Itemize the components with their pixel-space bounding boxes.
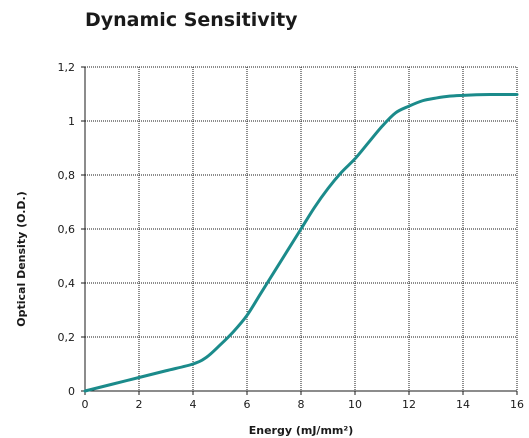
y-tick-label-5: 1	[68, 115, 75, 128]
x-tick-label-3: 6	[244, 398, 251, 411]
y-tick-label-4: 0,8	[58, 169, 76, 182]
x-tick-label-7: 14	[456, 398, 470, 411]
x-tick-label-4: 8	[298, 398, 305, 411]
y-tick-label-6: 1,2	[58, 61, 76, 74]
x-tick-label-0: 0	[82, 398, 89, 411]
y-tick-label-1: 0,2	[58, 331, 76, 344]
y-tick-label-2: 0,4	[58, 277, 76, 290]
y-ticks: 0 0,2 0,4 0,6 0,8 1 1,2	[58, 61, 85, 398]
x-tick-label-6: 12	[402, 398, 416, 411]
series-line-0	[83, 93, 519, 393]
x-ticks: 0 2 4 6 8 10 12 14 16	[82, 391, 524, 411]
chart-title: Dynamic Sensitivity	[85, 9, 298, 31]
x-tick-label-8: 16	[510, 398, 524, 411]
x-tick-label-1: 2	[136, 398, 143, 411]
x-tick-label-5: 10	[348, 398, 362, 411]
y-tick-label-3: 0,6	[58, 223, 76, 236]
x-tick-label-2: 4	[190, 398, 197, 411]
grid	[85, 66, 518, 391]
series	[83, 93, 519, 393]
y-axis-label: Optical Density (O.D.)	[15, 191, 28, 326]
y-tick-label-0: 0	[68, 385, 75, 398]
x-axis-label: Energy (mJ/mm²)	[249, 424, 353, 437]
